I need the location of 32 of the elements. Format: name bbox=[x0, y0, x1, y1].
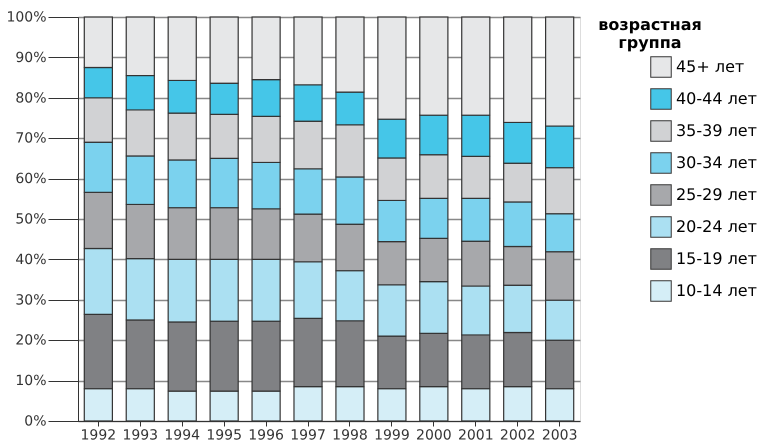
legend-label: 25-29 лет bbox=[676, 185, 757, 204]
y-tick-label: 100% bbox=[6, 10, 46, 26]
y-tick-label: 20% bbox=[15, 332, 46, 349]
x-tick-label: 1998 bbox=[332, 428, 368, 444]
legend-label: 30-34 лет bbox=[676, 153, 757, 172]
y-tick-label: 90% bbox=[15, 50, 46, 66]
legend-label: 15-19 лет bbox=[676, 249, 757, 268]
x-tick-label: 1993 bbox=[122, 428, 158, 444]
x-tick-label: 1995 bbox=[206, 428, 242, 444]
x-tick-label: 1997 bbox=[290, 428, 326, 444]
x-tick-label: 2001 bbox=[458, 428, 494, 444]
y-tick-label: 30% bbox=[15, 292, 46, 308]
legend-label: 10-14 лет bbox=[676, 281, 757, 300]
x-tick-label: 1994 bbox=[164, 428, 200, 444]
y-tick-label: 40% bbox=[15, 252, 46, 268]
legend-label: 40-44 лет bbox=[676, 89, 757, 108]
x-tick-label: 1999 bbox=[374, 428, 410, 444]
legend-label: 20-24 лет bbox=[676, 217, 757, 236]
x-tick-label: 2002 bbox=[500, 428, 536, 444]
legend-label: 45+ лет bbox=[676, 57, 744, 76]
y-tick-label: 50% bbox=[15, 212, 46, 228]
y-tick-label: 80% bbox=[15, 90, 46, 106]
x-tick-label: 1996 bbox=[248, 428, 284, 444]
y-tick-label: 60% bbox=[15, 171, 46, 188]
x-tick-label: 1992 bbox=[80, 428, 116, 444]
y-tick-label: 0% bbox=[24, 414, 46, 430]
x-tick-label: 2003 bbox=[542, 428, 578, 444]
legend-label: 35-39 лет bbox=[676, 121, 757, 140]
y-tick-label: 10% bbox=[15, 373, 46, 390]
y-tick-label: 70% bbox=[15, 130, 46, 147]
x-tick-label: 2000 bbox=[416, 428, 452, 444]
legend-title: возрастная группа bbox=[598, 15, 702, 52]
